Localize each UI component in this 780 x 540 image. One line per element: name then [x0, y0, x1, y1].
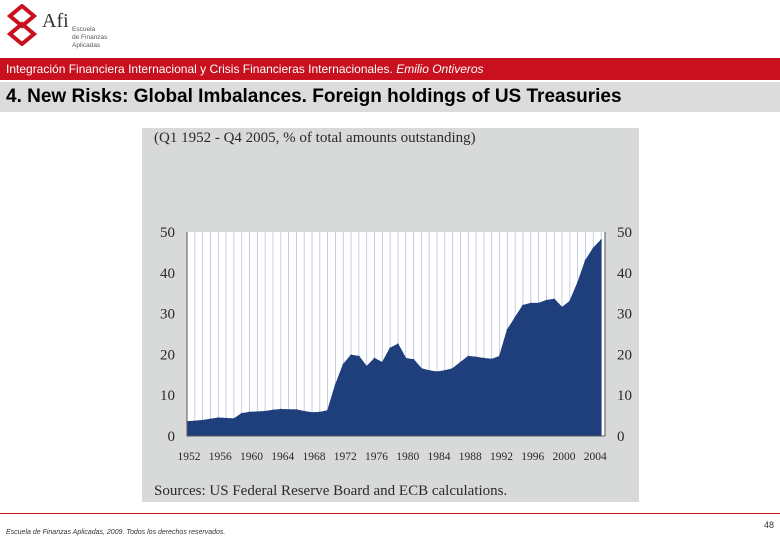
data-point	[381, 361, 384, 364]
y-tick-label-left: 30	[160, 307, 175, 323]
chart-panel: (Q1 1952 - Q4 2005, % of total amounts o…	[142, 128, 639, 502]
data-point	[373, 357, 376, 360]
data-point	[397, 343, 399, 345]
data-point	[444, 369, 446, 372]
data-point	[217, 417, 220, 419]
brand-name: Afi	[42, 10, 69, 32]
data-point	[389, 347, 391, 350]
data-point	[295, 409, 298, 411]
data-point	[279, 408, 282, 411]
data-point	[561, 306, 563, 309]
data-point	[529, 302, 532, 305]
data-point	[514, 316, 516, 319]
copyright-text: Escuela de Finanzas Aplicadas, 2009. Tod…	[6, 529, 226, 536]
slide-title: 4. New Risks: Global Imbalances. Foreign…	[6, 86, 622, 107]
data-point	[264, 410, 266, 413]
data-point	[483, 357, 485, 360]
course-title: Integración Financiera Internacional y C…	[6, 62, 484, 76]
title-bar	[0, 82, 780, 112]
brand-sub-line: Escuela	[72, 26, 96, 33]
afi-knot-icon	[6, 3, 38, 47]
x-tick-label: 1996	[521, 451, 544, 463]
brand-subtitle: Escuela de Finanzas Aplicadas	[72, 26, 107, 50]
data-point	[272, 409, 274, 412]
data-point	[412, 358, 415, 361]
data-point	[545, 299, 548, 302]
chart-source: Sources: US Federal Reserve Board and EC…	[154, 483, 507, 499]
data-point	[240, 412, 243, 415]
chart-title: (Q1 1952 - Q4 2005, % of total amounts o…	[154, 130, 476, 146]
data-point	[342, 363, 345, 366]
data-point	[404, 357, 407, 360]
data-point	[592, 247, 595, 250]
y-tick-label-right: 30	[617, 307, 632, 323]
page-number: 48	[763, 520, 774, 530]
data-point	[311, 411, 313, 414]
y-tick-label-left: 50	[160, 225, 175, 241]
data-point	[436, 371, 438, 373]
data-point	[584, 259, 587, 262]
y-tick-label-right: 0	[617, 429, 625, 445]
y-tick-label-right: 10	[617, 388, 632, 404]
y-tick-label-right: 20	[617, 347, 632, 363]
data-point	[248, 411, 251, 414]
data-point	[420, 367, 423, 370]
x-tick-label: 1992	[490, 451, 513, 463]
data-point	[334, 384, 337, 386]
data-point	[490, 358, 493, 361]
brand-sub-line: Aplicadas	[72, 42, 101, 49]
data-point	[553, 298, 556, 301]
data-point	[467, 355, 470, 358]
y-tick-label-left: 20	[160, 347, 175, 363]
treasuries-area-chart: (Q1 1952 - Q4 2005, % of total amounts o…	[154, 130, 632, 499]
y-tick-label-right: 50	[617, 225, 632, 241]
x-tick-label: 1956	[209, 451, 232, 463]
x-tick-label: 1952	[178, 451, 201, 463]
data-point	[303, 410, 305, 413]
x-tick-label: 1964	[271, 451, 294, 463]
data-point	[428, 369, 431, 372]
data-point	[459, 361, 462, 364]
data-point	[365, 365, 368, 368]
x-tick-label: 1988	[459, 451, 482, 463]
data-point	[537, 302, 540, 305]
data-point	[522, 304, 524, 307]
x-tick-label: 1984	[428, 451, 451, 463]
x-tick-label: 1980	[396, 451, 419, 463]
x-tick-label: 2004	[584, 451, 607, 463]
data-point	[506, 329, 509, 331]
x-tick-label: 1972	[334, 451, 357, 463]
y-tick-label-left: 40	[160, 266, 175, 282]
data-point	[475, 356, 477, 359]
data-point	[600, 239, 602, 241]
data-point	[576, 282, 579, 284]
x-tick-label: 2000	[553, 451, 576, 463]
y-tick-label-left: 0	[168, 429, 176, 445]
brand-sub-line: de Finanzas	[72, 34, 108, 41]
data-point	[451, 367, 454, 370]
data-point	[350, 354, 352, 357]
x-tick-label: 1976	[365, 451, 388, 463]
author-name: Emilio Ontiveros	[396, 62, 484, 76]
data-point	[498, 355, 501, 358]
course-bar	[0, 58, 780, 80]
data-point	[358, 355, 360, 358]
data-point	[209, 418, 212, 421]
x-tick-label: 1960	[240, 451, 263, 463]
afi-logo: Afi	[6, 3, 146, 52]
y-tick-label-left: 10	[160, 388, 175, 404]
data-point	[326, 409, 329, 412]
data-point	[319, 411, 321, 414]
data-point	[569, 300, 571, 303]
data-point	[233, 418, 235, 420]
y-tick-label-right: 40	[617, 266, 632, 282]
x-tick-label: 1968	[303, 451, 326, 463]
data-point	[201, 419, 204, 422]
course-name: Integración Financiera Internacional y C…	[6, 62, 393, 76]
footer-divider	[0, 513, 780, 514]
